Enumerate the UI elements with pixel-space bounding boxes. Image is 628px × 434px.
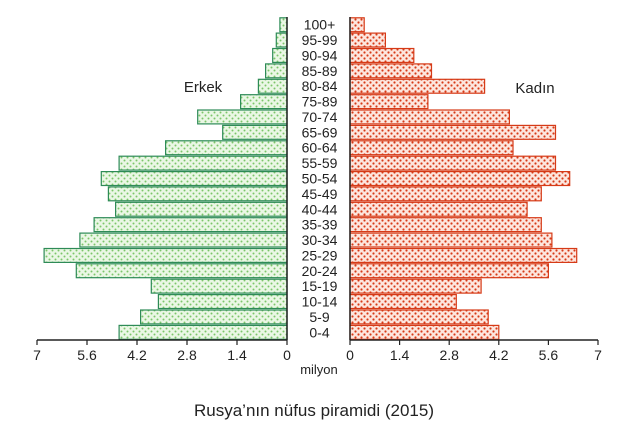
x-tick-label-left: 5.6: [77, 347, 97, 363]
age-label: 80-84: [302, 78, 338, 94]
x-tick-label-right: 4.2: [489, 347, 509, 363]
bar-kadin-60-64: [349, 140, 514, 156]
bar-erkek-100+: [279, 17, 288, 33]
x-tick-label-left: 7: [33, 347, 41, 363]
bar-erkek-35-39: [93, 217, 288, 233]
bar-kadin-10-14: [349, 294, 457, 310]
bar-kadin-90-94: [349, 47, 415, 63]
male-bars: [43, 17, 288, 340]
bar-kadin-25-29: [349, 247, 578, 263]
age-label: 20-24: [302, 263, 338, 279]
age-label: 10-14: [302, 294, 338, 310]
age-label: 15-19: [302, 278, 338, 294]
x-tick-label-left: 0: [283, 347, 291, 363]
bar-erkek-15-19: [150, 278, 288, 294]
bar-kadin-55-59: [349, 155, 557, 171]
x-tick-label-right: 1.4: [390, 347, 410, 363]
bar-erkek-75-89: [240, 94, 288, 110]
bar-kadin-20-24: [349, 263, 549, 279]
age-label: 30-34: [302, 232, 338, 248]
age-label: 85-89: [302, 63, 338, 79]
bar-kadin-70-74: [349, 109, 510, 125]
age-label: 45-49: [302, 186, 338, 202]
bar-kadin-65-69: [349, 124, 557, 140]
bar-erkek-50-54: [100, 171, 288, 187]
bar-kadin-5-9: [349, 309, 489, 325]
bar-erkek-95-99: [275, 32, 288, 48]
age-group-labels: 0-45-910-1415-1920-2425-2930-3435-3940-4…: [302, 17, 338, 341]
legend-kadin: Kadın: [515, 80, 554, 97]
legend-erkek: Erkek: [184, 79, 223, 96]
age-label: 90-94: [302, 48, 338, 64]
bar-erkek-0-4: [118, 324, 288, 340]
bar-erkek-10-14: [157, 294, 288, 310]
bar-erkek-70-74: [197, 109, 288, 125]
age-label: 65-69: [302, 124, 338, 140]
x-axis-label: milyon: [300, 362, 338, 377]
age-label: 0-4: [309, 324, 329, 340]
population-pyramid-chart: 0-45-910-1415-1920-2425-2930-3435-3940-4…: [33, 17, 602, 377]
bar-erkek-45-49: [107, 186, 288, 202]
x-tick-label-right: 0: [346, 347, 354, 363]
bar-erkek-80-84: [257, 78, 288, 94]
bar-kadin-40-44: [349, 201, 528, 217]
x-tick-label-right: 7: [594, 347, 602, 363]
age-label: 25-29: [302, 247, 338, 263]
age-label: 5-9: [309, 309, 329, 325]
x-tick-label-left: 1.4: [227, 347, 247, 363]
bar-erkek-90-94: [272, 47, 288, 63]
age-label: 95-99: [302, 32, 338, 48]
age-label: 50-54: [302, 171, 338, 187]
bar-kadin-30-34: [349, 232, 553, 248]
age-label: 75-89: [302, 94, 338, 110]
bar-erkek-65-69: [222, 124, 288, 140]
bar-erkek-60-64: [165, 140, 288, 156]
age-label: 70-74: [302, 109, 338, 125]
bar-kadin-95-99: [349, 32, 387, 48]
age-label: 40-44: [302, 201, 338, 217]
age-label: 100+: [304, 17, 336, 33]
bar-erkek-40-44: [114, 201, 288, 217]
bar-kadin-0-4: [349, 324, 500, 340]
bar-kadin-75-89: [349, 94, 429, 110]
x-tick-label-left: 2.8: [177, 347, 197, 363]
bar-erkek-20-24: [75, 263, 288, 279]
bar-kadin-80-84: [349, 78, 486, 94]
bar-kadin-15-19: [349, 278, 482, 294]
x-tick-label-right: 2.8: [439, 347, 459, 363]
female-bars: [349, 17, 578, 340]
bar-kadin-85-89: [349, 63, 433, 79]
bar-erkek-85-89: [265, 63, 288, 79]
x-tick-label-right: 5.6: [539, 347, 559, 363]
bar-kadin-100+: [349, 17, 365, 33]
bar-erkek-5-9: [140, 309, 288, 325]
chart-caption: Rusya’nın nüfus piramidi (2015): [193, 401, 434, 420]
bar-kadin-50-54: [349, 171, 571, 187]
bar-erkek-30-34: [79, 232, 288, 248]
axes: [36, 17, 599, 345]
age-label: 35-39: [302, 217, 338, 233]
bar-kadin-35-39: [349, 217, 542, 233]
x-tick-labels: 0 0 1.4 1.4 2.8 2.8 4.2 4.2 5.6 5.6 7 7: [33, 347, 602, 363]
x-tick-label-left: 4.2: [127, 347, 147, 363]
age-label: 60-64: [302, 140, 338, 156]
age-label: 55-59: [302, 155, 338, 171]
bar-erkek-25-29: [43, 247, 288, 263]
bar-kadin-45-49: [349, 186, 542, 202]
bar-erkek-55-59: [118, 155, 288, 171]
